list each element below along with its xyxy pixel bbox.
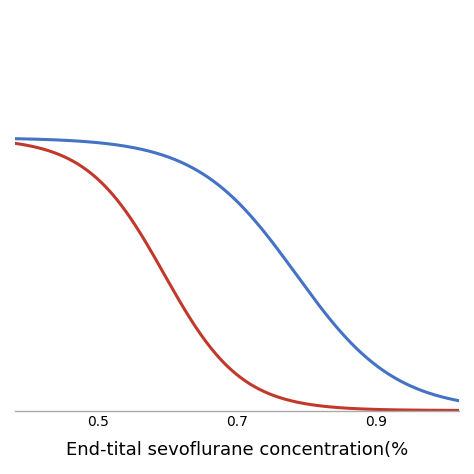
X-axis label: End-tital sevoflurane concentration(%: End-tital sevoflurane concentration(% (66, 440, 408, 458)
